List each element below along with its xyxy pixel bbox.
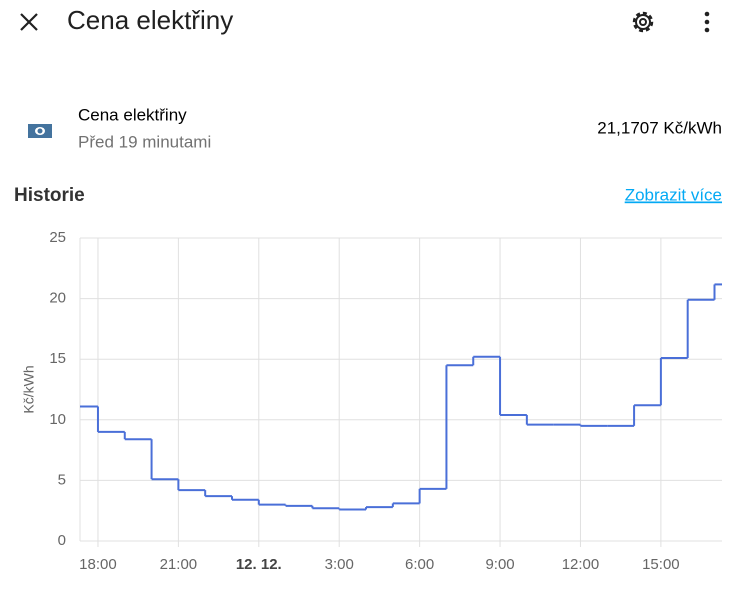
y-tick-label: 5 (58, 471, 66, 488)
entity-name: Cena elektřiny (78, 105, 187, 124)
x-tick-label: 18:00 (79, 556, 117, 573)
chart: 0 5 10 15 20 25 18:00 21:00 12. 12. 3:00 6:00 9:00 1… (21, 229, 722, 573)
y-tick-label: 10 (49, 411, 66, 428)
show-more-link[interactable]: Zobrazit více (625, 185, 722, 204)
menu-button[interactable] (704, 11, 710, 33)
settings-button[interactable] (632, 11, 654, 33)
x-tick-label: 6:00 (405, 556, 434, 573)
y-tick-label: 20 (49, 290, 66, 307)
entity-icon (28, 124, 52, 138)
y-tick-label: 25 (49, 229, 66, 246)
last-changed: Před 19 minutami (78, 132, 211, 151)
close-button[interactable] (20, 13, 38, 31)
x-tick-label: 15:00 (642, 556, 680, 573)
dialog-title: Cena elektřiny (67, 5, 233, 35)
y-tick-label: 15 (49, 350, 66, 367)
x-tick-label: 3:00 (325, 556, 354, 573)
history-title: Historie (14, 185, 85, 206)
y-tick-label: 0 (58, 532, 66, 549)
x-tick-label: 9:00 (485, 556, 514, 573)
entity-state: 21,1707 Kč/kWh (597, 118, 722, 137)
x-tick-label: 12. 12. (236, 556, 282, 573)
y-axis-label: Kč/kWh (21, 365, 37, 413)
x-tick-label: 21:00 (160, 556, 198, 573)
x-tick-label: 12:00 (562, 556, 600, 573)
